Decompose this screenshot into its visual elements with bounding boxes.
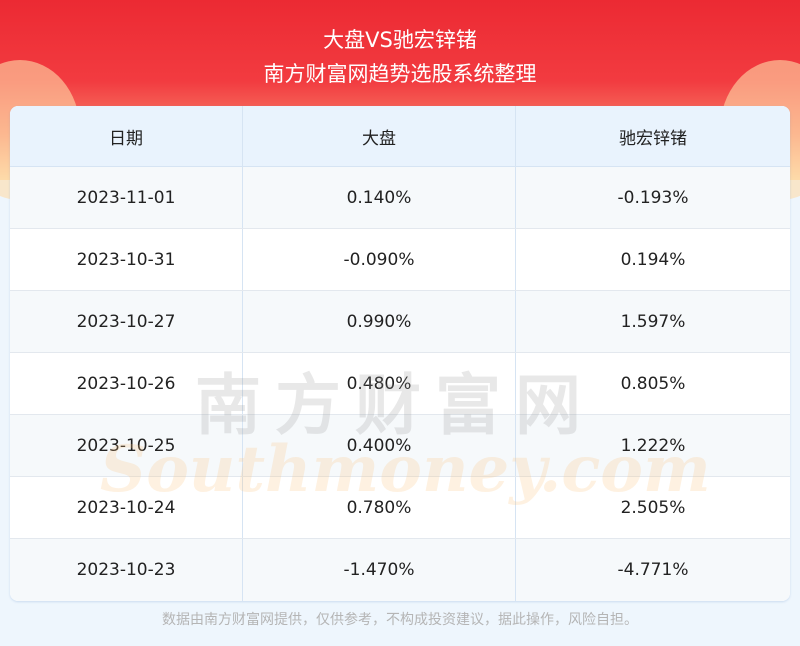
- cell-market: -1.470%: [243, 539, 516, 601]
- column-header-stock: 驰宏锌锗: [619, 128, 687, 149]
- cell-stock: -0.193%: [617, 187, 689, 208]
- page-subtitle: 南方财富网趋势选股系统整理: [263, 62, 537, 86]
- table-header: 日期 大盘 驰宏锌锗: [10, 106, 790, 167]
- comparison-table: 日期 大盘 驰宏锌锗 2023-11-01 0.140% -0.193% 2023-1…: [10, 106, 790, 601]
- table-row: 2023-10-27 0.990% 1.597%: [10, 291, 790, 353]
- cell-date: 2023-10-24: [10, 477, 243, 538]
- cell-market: -0.090%: [243, 229, 516, 290]
- cell-date: 2023-11-01: [10, 167, 243, 228]
- column-header-date: 日期: [10, 106, 243, 166]
- cell-market: 0.480%: [243, 353, 516, 414]
- cell-stock: 0.805%: [620, 373, 686, 394]
- cell-date: 2023-10-25: [10, 415, 243, 476]
- cell-market: 0.400%: [243, 415, 516, 476]
- page-title: 大盘VS驰宏锌锗: [323, 28, 477, 52]
- cell-stock: 2.505%: [620, 497, 686, 518]
- cell-date: 2023-10-27: [10, 291, 243, 352]
- cell-market: 0.140%: [243, 167, 516, 228]
- cell-market: 0.990%: [243, 291, 516, 352]
- cell-stock: 1.597%: [620, 311, 686, 332]
- table-row: 2023-10-26 0.480% 0.805%: [10, 353, 790, 415]
- cell-stock: -4.771%: [617, 560, 689, 580]
- cell-stock: 1.222%: [620, 435, 686, 456]
- cell-date: 2023-10-23: [10, 539, 243, 601]
- table-row: 2023-10-25 0.400% 1.222%: [10, 415, 790, 477]
- table-row: 2023-10-24 0.780% 2.505%: [10, 477, 790, 539]
- column-header-market: 大盘: [243, 106, 516, 166]
- cell-stock: 0.194%: [620, 249, 686, 270]
- cell-market: 0.780%: [243, 477, 516, 538]
- cell-date: 2023-10-31: [10, 229, 243, 290]
- disclaimer: 数据由南方财富网提供，仅供参考，不构成投资建议，据此操作，风险自担。: [162, 612, 638, 628]
- table-row: 2023-10-31 -0.090% 0.194%: [10, 229, 790, 291]
- cell-date: 2023-10-26: [10, 353, 243, 414]
- table-row: 2023-10-23 -1.470% -4.771%: [10, 539, 790, 601]
- table-row: 2023-11-01 0.140% -0.193%: [10, 167, 790, 229]
